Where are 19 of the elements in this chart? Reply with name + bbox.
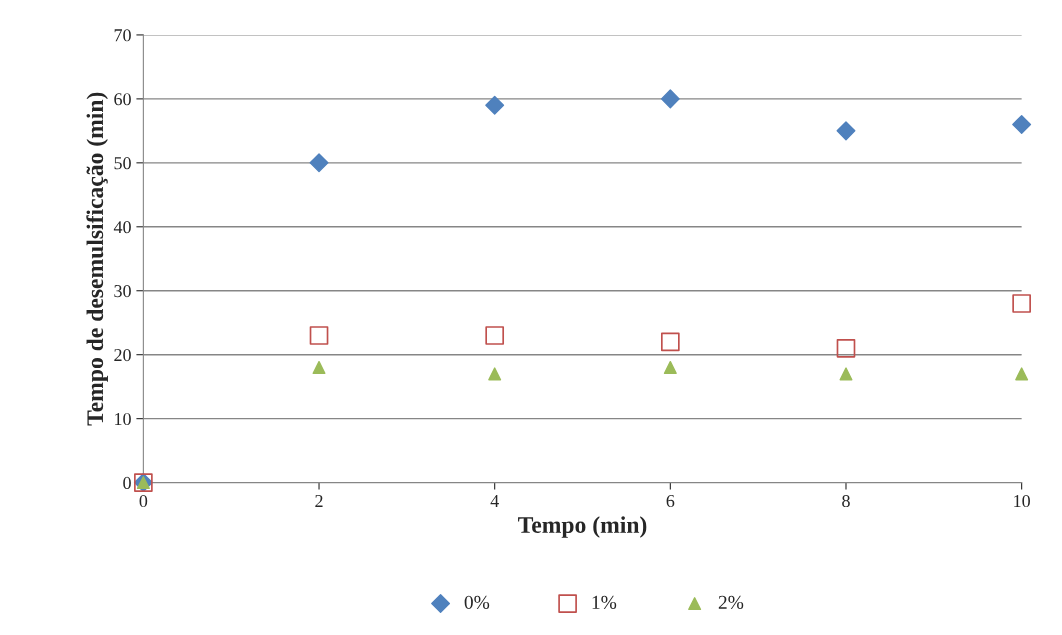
y-tick-label: 70 — [114, 29, 131, 42]
x-tick-label: 2 — [315, 494, 323, 507]
x-tick-label: 6 — [666, 494, 675, 508]
legend-label: 0% — [464, 595, 490, 609]
y-tick-label: 60 — [114, 93, 131, 106]
y-tick-label: 50 — [114, 157, 131, 170]
x-axis-title: Tempo (min) — [518, 516, 647, 538]
y-tick-label: 20 — [114, 348, 131, 362]
legend-label: 2% — [718, 595, 744, 609]
y-tick-label: 0 — [123, 476, 131, 490]
legend-label: 1% — [592, 595, 617, 609]
x-tick-label: 0 — [139, 494, 148, 508]
y-axis-title: Tempo de desemulsificação (min) — [86, 92, 108, 426]
y-tick-label: 10 — [115, 412, 131, 426]
y-tick-label: 30 — [114, 285, 131, 298]
x-tick-label: 4 — [490, 495, 499, 507]
x-tick-label: 10 — [1014, 494, 1030, 508]
x-tick-label: 8 — [842, 494, 850, 508]
y-tick-label: 40 — [113, 221, 131, 234]
